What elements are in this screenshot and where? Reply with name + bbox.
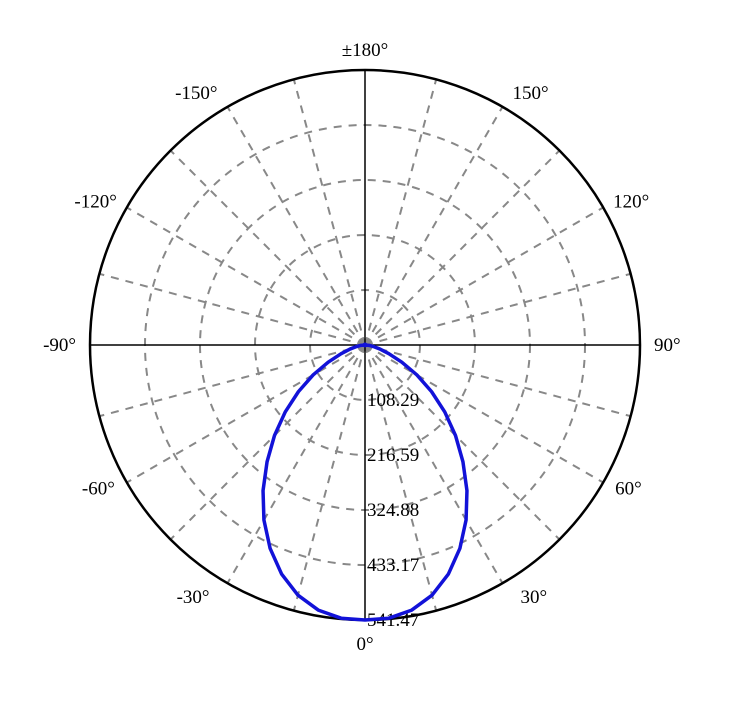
radial-label: 216.59 bbox=[367, 445, 419, 466]
angle-label: 0° bbox=[356, 634, 373, 655]
angle-label: 120° bbox=[613, 192, 649, 213]
radial-label: 433.17 bbox=[367, 555, 419, 576]
angle-label: 60° bbox=[615, 479, 642, 500]
angle-label: ±180° bbox=[342, 40, 389, 61]
series-origin bbox=[363, 343, 368, 348]
angle-label: 90° bbox=[654, 335, 681, 356]
angle-label: -60° bbox=[82, 479, 115, 500]
polar-chart: 0° 30° 60° 90° 120° 150° ±180° -150° -120° -90° -6… bbox=[0, 0, 731, 707]
angle-label: -90° bbox=[43, 335, 76, 356]
angle-label: 150° bbox=[513, 83, 549, 104]
angle-label: -150° bbox=[175, 83, 217, 104]
angle-label: 30° bbox=[521, 587, 548, 608]
radial-label: 108.29 bbox=[367, 390, 419, 411]
angle-label: -120° bbox=[74, 192, 116, 213]
angle-label: -30° bbox=[177, 587, 210, 608]
radial-label: 324.88 bbox=[367, 500, 419, 521]
